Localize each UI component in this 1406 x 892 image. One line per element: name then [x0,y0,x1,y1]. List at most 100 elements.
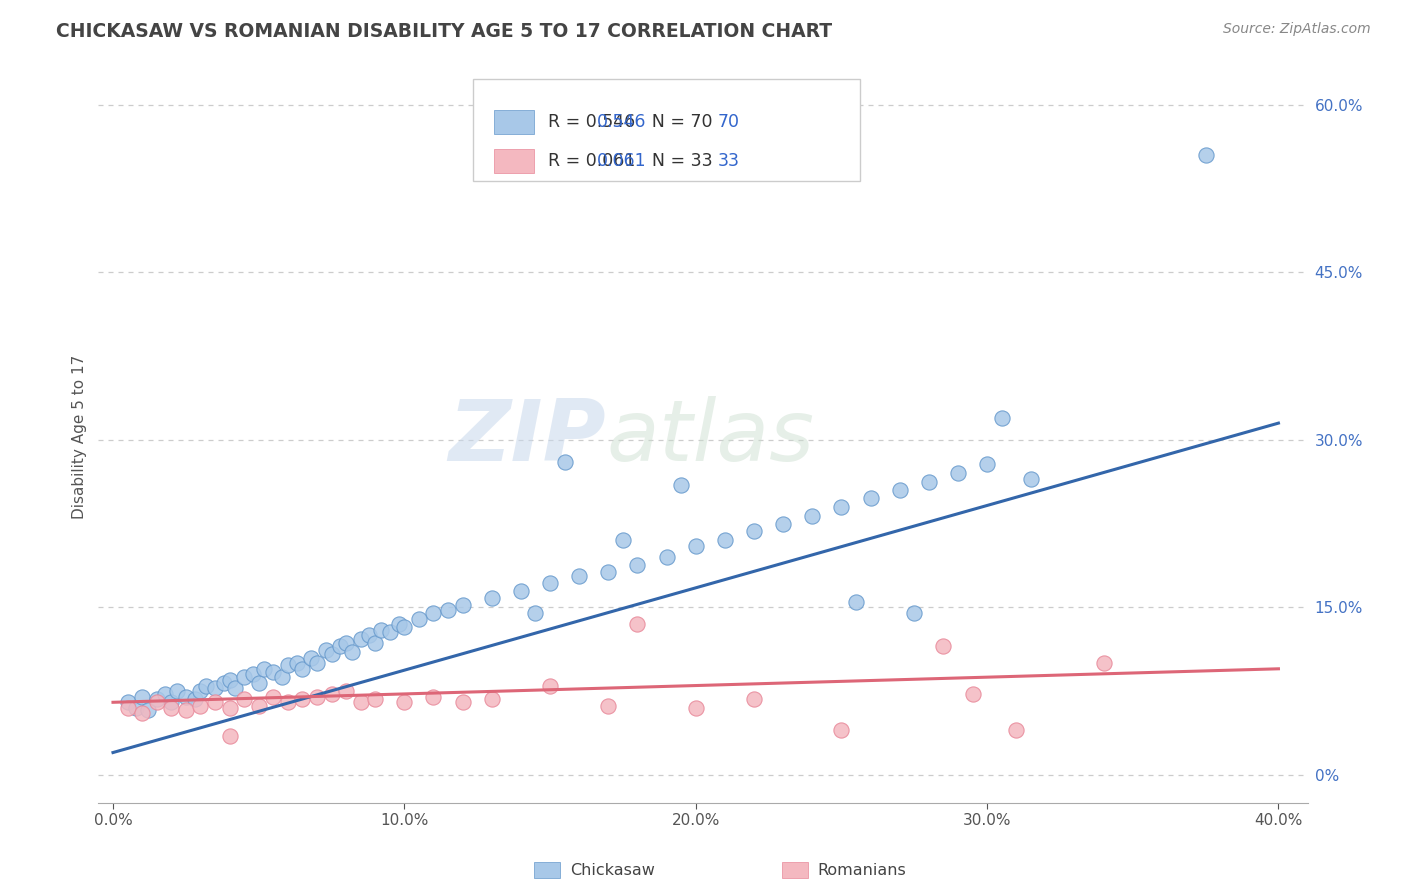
Point [859,491,882,505]
Point [394,695,416,709]
Point [626,617,648,632]
Point [183,692,205,706]
Point [277,658,299,673]
Point [1194,148,1216,162]
FancyBboxPatch shape [782,862,808,878]
Point [669,477,692,491]
Point [394,620,416,634]
Text: Romanians: Romanians [818,863,907,878]
Text: 0.546: 0.546 [596,113,647,131]
Point [538,575,561,590]
Point [685,701,707,715]
Point [247,698,270,713]
Point [160,701,183,715]
Point [350,632,373,646]
Point [408,611,430,625]
Point [903,606,925,620]
Text: Source: ZipAtlas.com: Source: ZipAtlas.com [1223,22,1371,37]
Point [117,695,139,709]
Text: 70: 70 [717,113,740,131]
Point [277,695,299,709]
Point [329,640,352,654]
Point [946,467,969,481]
Point [218,673,240,687]
Point [918,475,941,490]
Point [976,458,998,472]
Point [145,695,167,709]
Point [340,645,363,659]
Point [830,723,852,738]
Point [212,676,235,690]
Point [174,690,197,704]
Point [218,729,240,743]
Point [242,667,264,681]
Point [990,410,1012,425]
Point [145,692,167,706]
Text: CHICKASAW VS ROMANIAN DISABILITY AGE 5 TO 17 CORRELATION CHART: CHICKASAW VS ROMANIAN DISABILITY AGE 5 T… [56,22,832,41]
Point [190,684,212,698]
Point [125,701,148,715]
Text: Chickasaw: Chickasaw [569,863,655,878]
Text: 33: 33 [717,153,740,170]
Point [626,558,648,572]
Point [335,684,357,698]
Point [291,692,314,706]
Point [305,690,328,704]
Point [655,550,678,565]
Point [437,602,460,616]
Point [451,695,474,709]
Point [1005,723,1028,738]
Point [195,679,218,693]
Y-axis label: Disability Age 5 to 17: Disability Age 5 to 17 [72,355,87,519]
Point [204,681,226,695]
Point [224,681,246,695]
Point [451,598,474,612]
Point [481,692,503,706]
Point [538,679,561,693]
Text: R = 0.061   N = 33: R = 0.061 N = 33 [548,153,713,170]
Text: 0.061: 0.061 [596,153,647,170]
Point [378,624,401,639]
Point [160,695,183,709]
Point [524,606,547,620]
Point [271,670,294,684]
FancyBboxPatch shape [494,111,534,135]
Point [233,670,256,684]
Point [742,524,765,539]
Point [509,583,531,598]
Point [598,565,620,579]
Point [364,636,387,650]
Point [714,533,737,548]
Point [568,569,591,583]
Point [772,516,794,531]
Point [299,650,322,665]
Point [364,692,387,706]
Point [218,701,240,715]
Point [262,690,284,704]
Point [174,703,197,717]
Point [598,698,620,713]
Point [422,606,444,620]
Point [685,539,707,553]
Point [321,647,343,661]
Point [233,692,256,706]
Point [247,676,270,690]
Point [612,533,634,548]
Point [1019,472,1042,486]
Point [830,500,852,514]
Text: atlas: atlas [606,395,814,479]
Point [315,642,337,657]
FancyBboxPatch shape [534,862,561,878]
Point [204,695,226,709]
Point [932,640,955,654]
Point [370,623,392,637]
FancyBboxPatch shape [494,149,534,173]
Point [305,657,328,671]
FancyBboxPatch shape [474,78,860,181]
Point [291,662,314,676]
Point [554,455,576,469]
Point [422,690,444,704]
Point [166,684,188,698]
Point [742,692,765,706]
Point [285,657,308,671]
